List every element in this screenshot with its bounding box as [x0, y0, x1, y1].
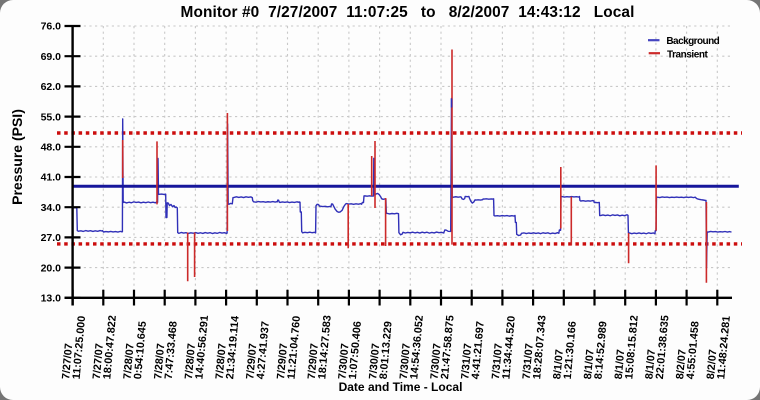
- svg-text:Monitor #0 7/27/2007 11:07:2: Monitor #0 7/27/2007 11:07:25 to 8/2/200…: [181, 4, 635, 21]
- svg-text:7:47:33.468: 7:47:33.468: [163, 321, 180, 380]
- svg-text:4:41:21.697: 4:41:21.697: [470, 321, 487, 380]
- svg-text:62.0: 62.0: [41, 81, 62, 93]
- svg-text:13.0: 13.0: [41, 293, 62, 305]
- svg-text:8:14:52.989: 8:14:52.989: [593, 321, 610, 380]
- svg-text:15:08:15.812: 15:08:15.812: [623, 315, 641, 380]
- svg-text:4:55:01.458: 4:55:01.458: [685, 321, 702, 380]
- svg-text:7/29/07: 7/29/07: [244, 343, 259, 380]
- svg-text:7/27/07: 7/27/07: [91, 343, 106, 380]
- svg-text:27.0: 27.0: [41, 232, 62, 244]
- svg-text:1:07:50.406: 1:07:50.406: [347, 321, 364, 380]
- svg-text:8/1/07: 8/1/07: [643, 349, 658, 380]
- svg-text:7/28/07: 7/28/07: [152, 343, 167, 380]
- svg-text:8/1/07: 8/1/07: [613, 349, 628, 380]
- svg-text:11:21:04.760: 11:21:04.760: [286, 315, 304, 379]
- svg-text:1:21:30.166: 1:21:30.166: [562, 321, 579, 380]
- svg-text:7/27/07: 7/27/07: [60, 343, 75, 380]
- svg-text:7/29/07: 7/29/07: [275, 343, 290, 380]
- svg-text:21:47:58.875: 21:47:58.875: [439, 315, 457, 380]
- svg-text:7/30/07: 7/30/07: [336, 343, 351, 380]
- svg-text:14:54:36.052: 14:54:36.052: [408, 315, 426, 380]
- svg-text:Background: Background: [666, 36, 719, 47]
- svg-text:41.0: 41.0: [41, 172, 62, 184]
- svg-text:11:07:25.000: 11:07:25.000: [71, 315, 89, 379]
- svg-text:7/28/07: 7/28/07: [122, 343, 137, 380]
- svg-text:4:27:41.937: 4:27:41.937: [255, 321, 272, 380]
- svg-text:7/31/07: 7/31/07: [490, 343, 505, 380]
- svg-text:8/2/07: 8/2/07: [705, 349, 720, 380]
- svg-text:14:40:56.291: 14:40:56.291: [193, 315, 211, 380]
- svg-text:7/31/07: 7/31/07: [521, 343, 536, 380]
- svg-text:69.0: 69.0: [41, 51, 62, 63]
- svg-text:18:00:47.822: 18:00:47.822: [101, 315, 119, 380]
- svg-text:Transient: Transient: [667, 49, 709, 60]
- svg-text:18:14:27.583: 18:14:27.583: [316, 315, 334, 380]
- svg-text:7/30/07: 7/30/07: [398, 343, 413, 380]
- svg-text:7/28/07: 7/28/07: [183, 343, 198, 380]
- svg-text:22:01:38.635: 22:01:38.635: [654, 315, 672, 380]
- svg-text:48.0: 48.0: [41, 142, 62, 154]
- svg-text:8/2/07: 8/2/07: [674, 349, 689, 380]
- svg-text:7/30/07: 7/30/07: [429, 343, 444, 380]
- svg-text:Pressure (PSI): Pressure (PSI): [9, 109, 25, 205]
- svg-text:8/1/07: 8/1/07: [582, 349, 597, 380]
- svg-text:0:54:10.645: 0:54:10.645: [132, 321, 149, 380]
- svg-text:21:34:19.114: 21:34:19.114: [224, 315, 242, 379]
- svg-text:8:01:13.229: 8:01:13.229: [378, 321, 395, 380]
- svg-text:76.0: 76.0: [41, 21, 62, 33]
- svg-text:18:28:07.343: 18:28:07.343: [531, 315, 549, 380]
- svg-text:7/30/07: 7/30/07: [367, 343, 382, 380]
- svg-text:55.0: 55.0: [41, 111, 62, 123]
- svg-text:7/31/07: 7/31/07: [459, 343, 474, 380]
- svg-text:7/29/07: 7/29/07: [306, 343, 321, 380]
- svg-text:11:34:44.520: 11:34:44.520: [500, 315, 518, 379]
- svg-text:8/1/07: 8/1/07: [551, 349, 566, 380]
- svg-text:11:48:24.281: 11:48:24.281: [715, 315, 733, 379]
- svg-text:7/28/07: 7/28/07: [214, 343, 229, 380]
- svg-text:34.0: 34.0: [41, 202, 62, 214]
- svg-text:20.0: 20.0: [41, 262, 62, 274]
- svg-text:Date and Time - Local: Date and Time - Local: [339, 380, 463, 394]
